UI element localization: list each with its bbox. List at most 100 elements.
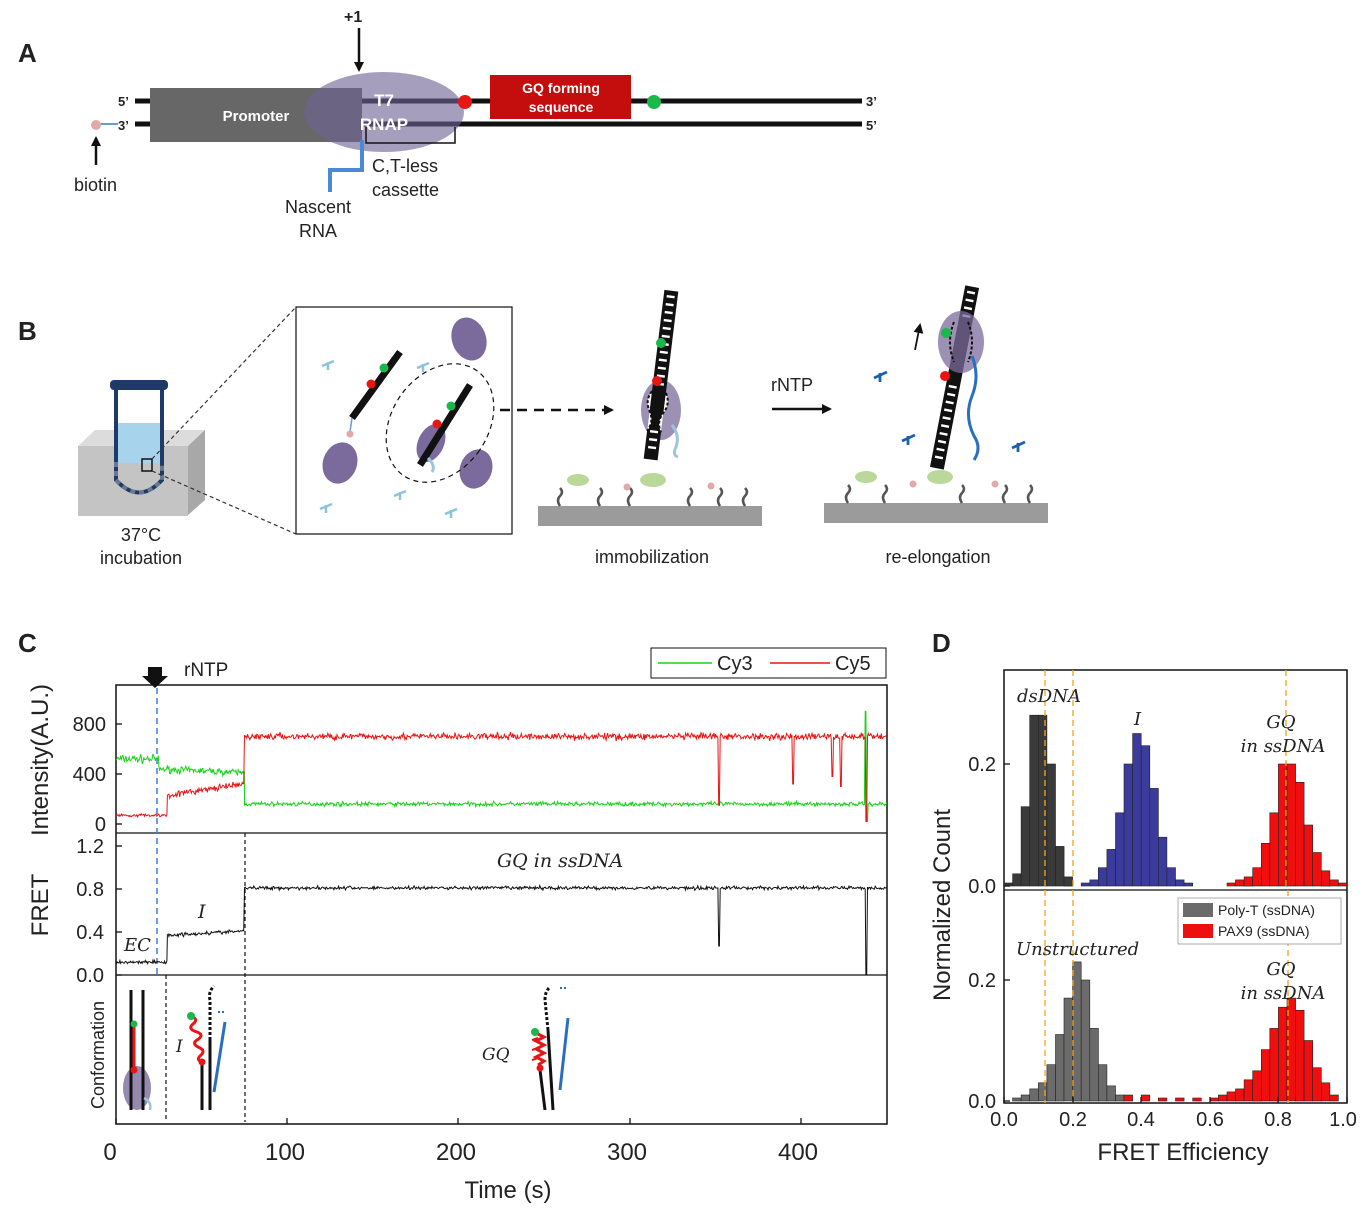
peg-brush-2 (844, 484, 1034, 504)
panel-d: D Normalized Count 0.0 0.2 0.0 0.2 0.0 0… (929, 628, 1357, 1166)
elongation-arrow (913, 323, 924, 351)
surface-immobilization (538, 506, 762, 526)
bottom-tick-label-02: 0.2 (968, 970, 996, 992)
time-tick-label-400: 400 (778, 1139, 818, 1166)
hist-bar-i-10 (1166, 867, 1176, 887)
nascent-label-2: RNA (299, 221, 337, 241)
conf-i-label: I (175, 1037, 183, 1057)
ntp-4 (393, 489, 407, 500)
conf-ec-rna (143, 1096, 152, 1111)
ec-rna (426, 456, 435, 473)
strep-2b (927, 470, 953, 484)
intensity-axis: 0 400 800 (73, 714, 122, 836)
plus-one-label: +1 (344, 9, 362, 26)
hist-bar-pax9-ssdna--19 (1329, 1094, 1339, 1102)
panel-b-label: B (18, 316, 37, 346)
nascent-label-1: Nascent (285, 197, 351, 217)
hist-bar-gq-in-ssdna-10 (1312, 852, 1322, 887)
hist-bar-dsdna-3 (1029, 714, 1039, 887)
fret-tick-label-0: 0.0 (76, 965, 104, 987)
cy5-dye-dot (458, 95, 472, 109)
hist-bar-i-1 (1089, 879, 1099, 887)
hist-bar-pax9-ssdna--8 (1235, 1088, 1245, 1102)
time-tick-label-100: 100 (265, 1139, 305, 1166)
conf-gq-strand-1 (538, 1069, 547, 1111)
biotin-dot (91, 120, 101, 130)
fret-axis: 0.0 0.4 0.8 1.2 (76, 836, 122, 987)
hist-bar-i-2 (1098, 867, 1108, 887)
panel-a: A +1 5’ 3’ 3’ 5’ biotin Promoter T7 RNAP… (18, 9, 877, 241)
strep-2a (855, 471, 877, 483)
end-5-top: 5’ (118, 94, 129, 109)
dna-bubble (646, 390, 669, 433)
peg-brush-1 (556, 487, 749, 507)
tube-submerged (114, 462, 164, 495)
free-rnap-1 (451, 317, 487, 361)
top-tick-label-02: 0.2 (968, 754, 996, 776)
hist-bar-gq-in-ssdna-1 (1235, 879, 1245, 887)
hist-bar-gq-in-ssdna-5 (1269, 812, 1279, 887)
ylabel-fret: FRET (27, 873, 54, 936)
peg-1a (556, 487, 564, 507)
conf-ec-rnap (123, 1066, 151, 1110)
conf-i-cy5 (198, 1058, 206, 1066)
hist-bar-pax9-ssdna--6 (1218, 1094, 1228, 1102)
strep-1b (640, 473, 666, 487)
panel-c-label: C (18, 628, 37, 658)
top-gq-label-1: GQ (1266, 712, 1295, 733)
cy5-trace (115, 731, 888, 822)
legend-polyt-swatch (1183, 903, 1213, 917)
tube-cap (110, 380, 168, 390)
hist-bar-gq-in-ssdna-9 (1303, 824, 1313, 887)
promoter-label: Promoter (223, 108, 290, 125)
conf-ec-cartoon (123, 990, 152, 1111)
legend-pax9-swatch (1183, 924, 1213, 938)
conf-gq-cy3 (531, 1028, 539, 1036)
hist-bar-i-5 (1123, 763, 1133, 887)
hist-bar-gq-in-ssdna-3 (1252, 867, 1262, 887)
gq-label-1: GQ forming (522, 80, 600, 96)
time-axis: 0 100 200 300 400 Time (s) (103, 1118, 818, 1204)
conf-i-cartoon: I (175, 984, 227, 1110)
biotin-2a (909, 480, 917, 488)
bottom-tick-label-0: 0.0 (968, 1091, 996, 1113)
hist-bar-poly-t-ssdna--2 (1029, 1088, 1039, 1102)
hist-top-bars (1003, 714, 1348, 887)
hist-x-axis: 0.0 0.2 0.4 0.6 0.8 1.0 FRET Efficiency (990, 1097, 1357, 1166)
hist-bar-i-8 (1149, 788, 1159, 887)
hist-bar-poly-t-ssdna--8 (1080, 979, 1091, 1102)
top-dsdna-label: dsDNA (1017, 686, 1081, 707)
hist-bar-poly-t-ssdna--0 (1012, 1097, 1022, 1102)
cassette-label-1: C,T-less (372, 156, 438, 176)
streptavidin-1 (567, 473, 666, 487)
hist-bar-i-0 (1080, 882, 1091, 887)
conf-gq-upper (543, 986, 551, 1031)
end-3-bottom: 3’ (118, 118, 129, 133)
state-gq-label: GQ in ssDNA (497, 850, 623, 872)
ec-dashed-ellipse (385, 363, 495, 483)
hist-bar-pax9-ssdna--11 (1261, 1049, 1271, 1102)
hist-bar-pax9-ssdna--10 (1252, 1070, 1262, 1102)
ntp-r3 (1011, 440, 1026, 452)
hist-bar-pax9-ssdna--1 (1140, 1094, 1151, 1102)
peg-1d (686, 487, 694, 507)
hist-bar-dsdna-7 (1063, 876, 1073, 887)
free-rnap-2 (322, 442, 358, 484)
hist-bar-gq-in-ssdna-11 (1321, 870, 1331, 887)
time-axis-label: Time (s) (464, 1177, 551, 1204)
conf-gq-cy5 (536, 1064, 544, 1072)
ntp-r1 (873, 370, 888, 382)
hist-bar-pax9-ssdna--9 (1243, 1079, 1253, 1102)
peg-1b (596, 487, 604, 507)
hist-bar-pax9-ssdna--17 (1312, 1067, 1322, 1102)
imm-rna (670, 424, 679, 459)
hist-bar-pax9-ssdna--7 (1226, 1091, 1236, 1102)
gq-label-2: sequence (529, 99, 594, 115)
incubation-label-1: 37°C (121, 525, 161, 545)
hist-bar-i-3 (1106, 849, 1116, 887)
hist-bar-gq-in-ssdna-0 (1226, 882, 1236, 887)
cy3-dye-dot (647, 95, 661, 109)
hist-bar-pax9-ssdna--4 (1192, 1097, 1202, 1102)
free-dna-biotin (346, 430, 354, 438)
t7-rnap-ellipse (304, 72, 464, 152)
